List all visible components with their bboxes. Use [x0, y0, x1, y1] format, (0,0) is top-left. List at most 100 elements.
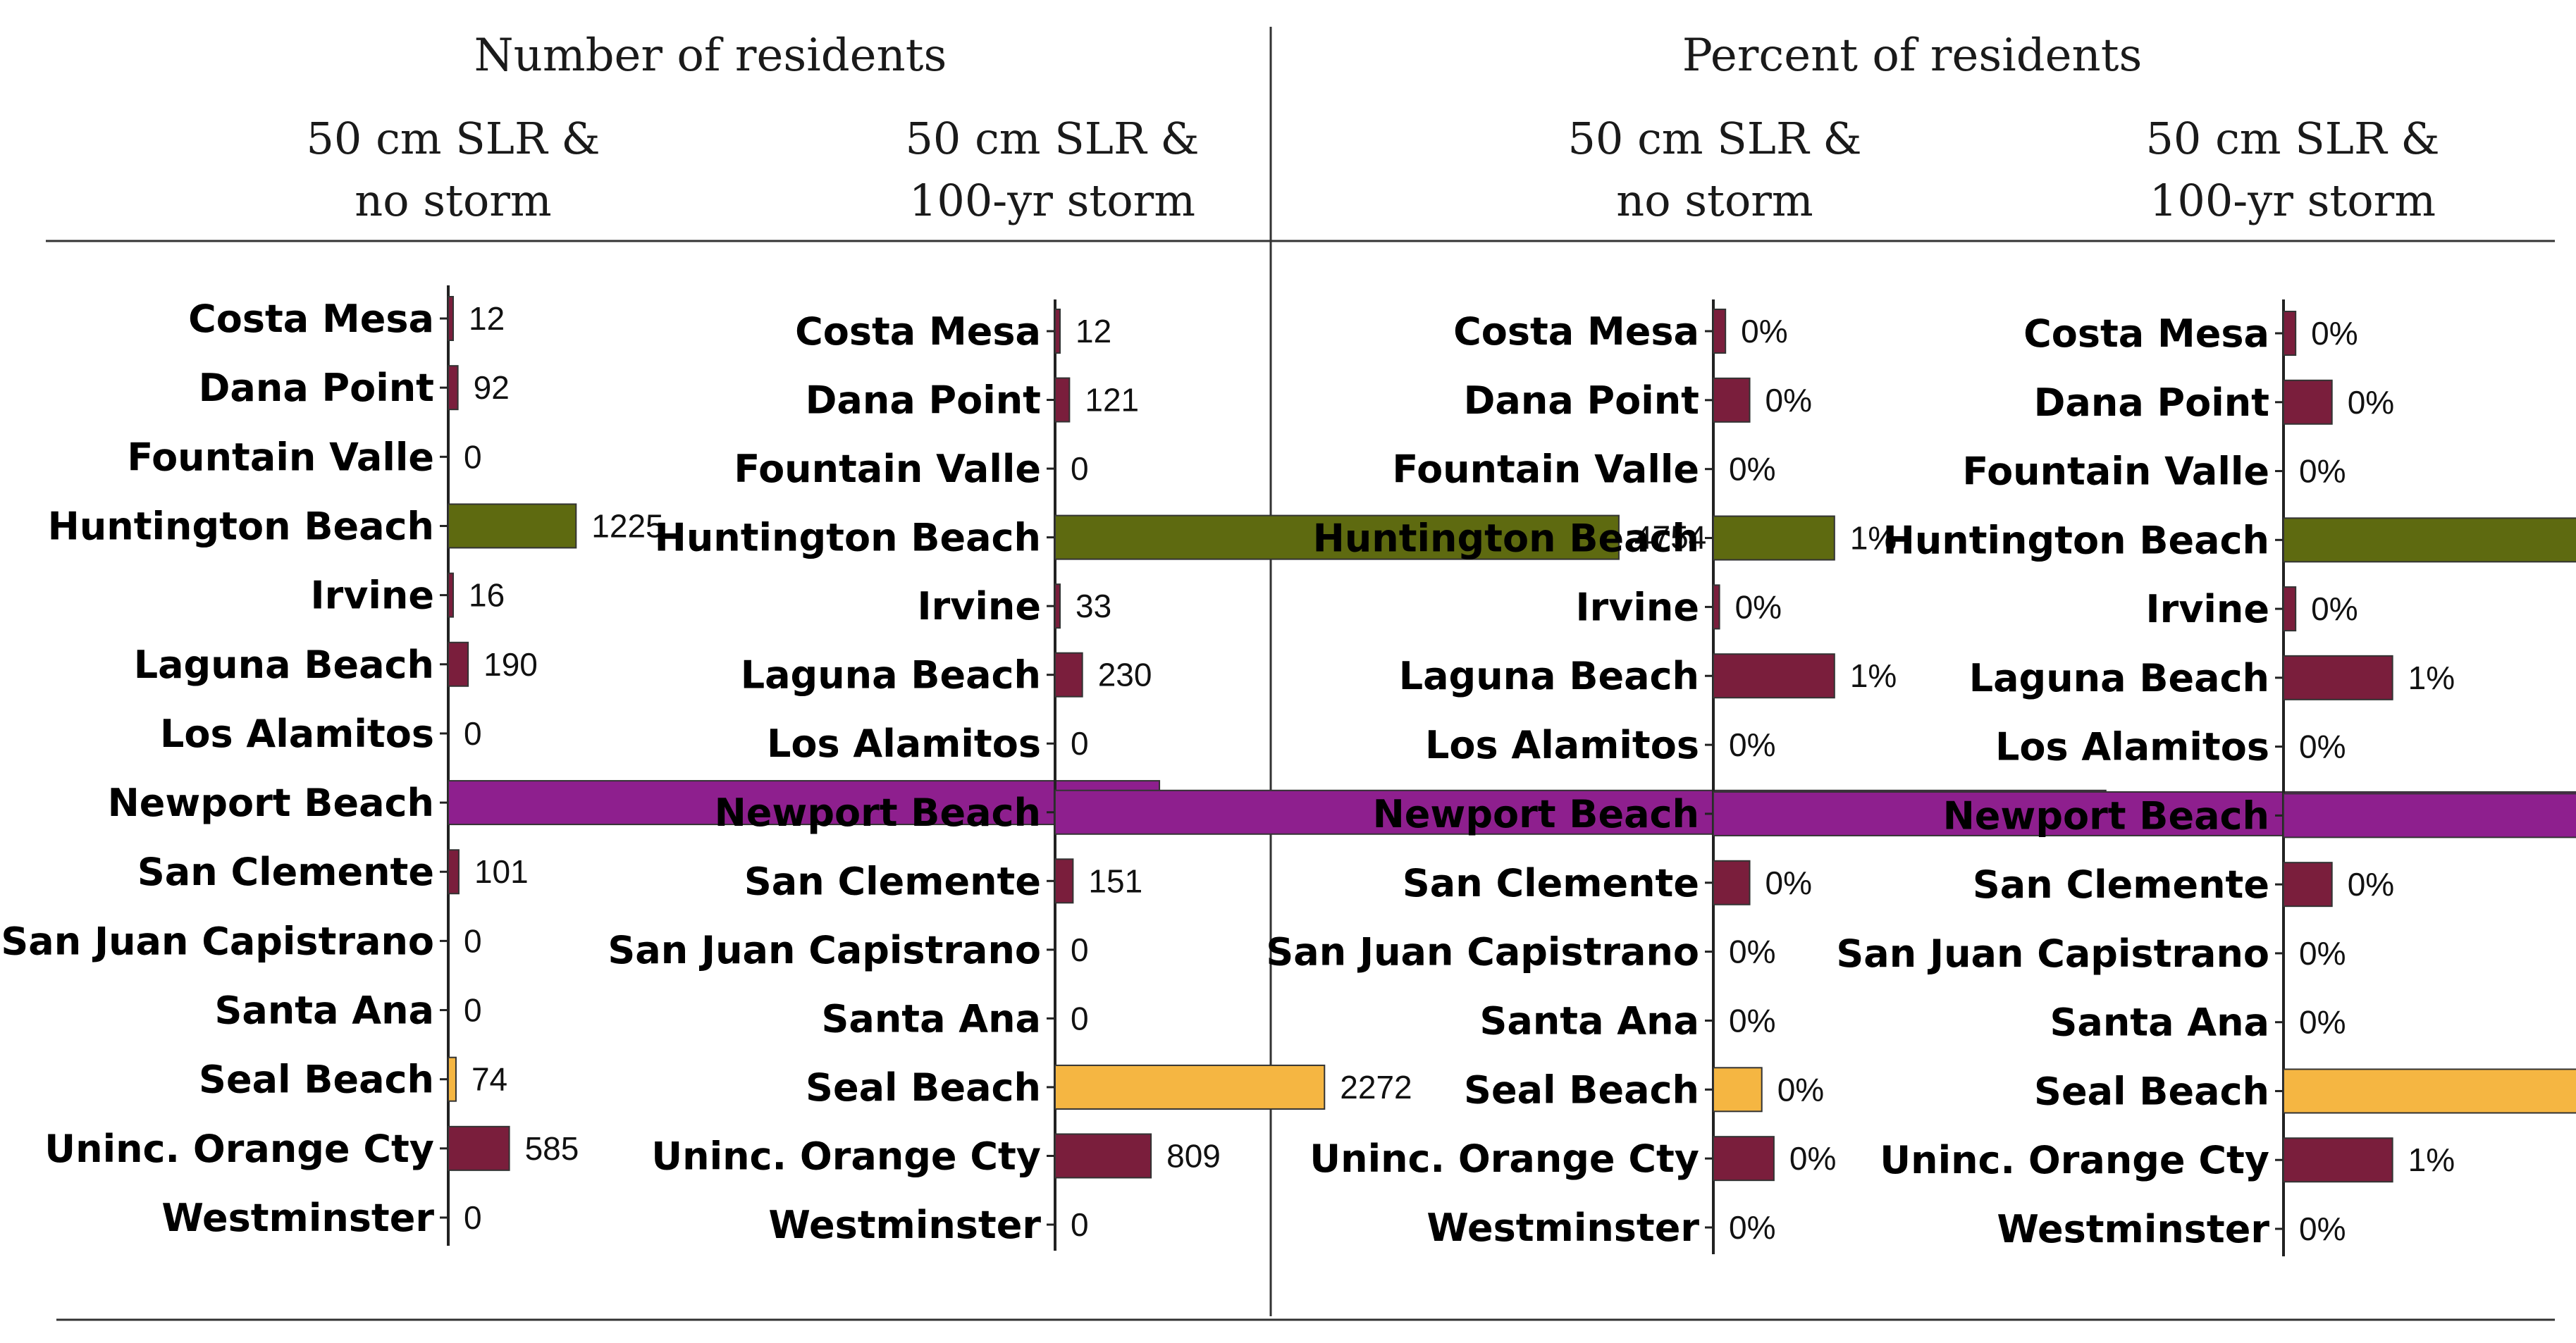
category-label: Costa Mesa	[2023, 311, 2269, 356]
scenario-label-3-line1: 50 cm SLR &	[1567, 113, 1861, 164]
data-label: 230	[1098, 657, 1152, 693]
data-label: 0%	[2311, 590, 2358, 627]
data-label: 0%	[2348, 384, 2394, 421]
scenario-label-2-line2: 100-yr storm	[909, 175, 1195, 226]
category-label: Fountain Valle	[734, 447, 1041, 491]
category-label: Westminster	[1426, 1206, 1699, 1250]
bar	[2283, 1137, 2393, 1183]
data-label: 121	[1085, 382, 1139, 419]
scenario-label-2-line1: 50 cm SLR &	[905, 113, 1199, 164]
category-label: Los Alamitos	[1425, 723, 1699, 767]
category-label: Los Alamitos	[767, 722, 1041, 766]
category-label: Fountain Valle	[127, 435, 434, 479]
scenario-label-1-line1: 50 cm SLR &	[306, 113, 600, 164]
bar	[1054, 514, 1620, 560]
bar	[448, 296, 454, 341]
data-label: 0%	[2299, 729, 2346, 765]
category-label: Seal Beach	[1464, 1067, 1699, 1112]
data-label: 0%	[1729, 1209, 1775, 1246]
data-label: 0	[464, 992, 482, 1029]
category-label: Santa Ana	[1479, 998, 1699, 1043]
category-label: Dana Point	[806, 378, 1041, 423]
category-label: Santa Ana	[2050, 1001, 2269, 1045]
data-label: 0	[464, 922, 482, 959]
category-label: Laguna Beach	[1399, 654, 1699, 698]
bar	[1713, 860, 1751, 905]
data-label: 0	[1071, 450, 1089, 487]
data-label: 809	[1166, 1137, 1221, 1174]
category-label: Seal Beach	[199, 1058, 434, 1102]
category-label: San Juan Capistrano	[1266, 930, 1699, 974]
bar	[1054, 1133, 1152, 1179]
data-label: 33	[1076, 588, 1111, 624]
data-label: 0%	[1777, 1071, 1824, 1108]
data-label: 0%	[1765, 865, 1812, 901]
bar	[448, 1056, 457, 1102]
data-label: 0%	[1765, 382, 1812, 419]
category-label: San Juan Capistrano	[1836, 932, 2269, 976]
scenario-label-1-line2: no storm	[355, 175, 551, 226]
category-label: Seal Beach	[806, 1065, 1041, 1110]
data-label: 0%	[2311, 315, 2358, 352]
bar	[1054, 858, 1074, 904]
category-label: Irvine	[311, 574, 435, 618]
category-label: Costa Mesa	[188, 297, 434, 341]
category-label: Costa Mesa	[795, 309, 1041, 354]
data-label: 2272	[1340, 1069, 1412, 1106]
bar	[448, 1125, 510, 1171]
category-label: Westminster	[768, 1203, 1041, 1247]
category-label: Westminster	[1997, 1207, 2269, 1251]
bar	[1713, 377, 1751, 423]
bar	[1054, 377, 1071, 423]
category-label: Laguna Beach	[134, 643, 434, 687]
bar	[1054, 309, 1061, 354]
bar	[2283, 311, 2297, 356]
category-label: San Juan Capistrano	[608, 928, 1041, 972]
category-label: Huntington Beach	[1313, 516, 1699, 561]
bar	[448, 572, 454, 618]
data-label: 0	[1071, 932, 1089, 968]
bar	[2283, 586, 2297, 632]
bar	[2283, 862, 2333, 908]
category-label: Uninc. Orange Cty	[1309, 1137, 1699, 1181]
data-label: 0%	[1729, 726, 1775, 763]
bar	[1713, 515, 1835, 561]
data-label: 92	[474, 369, 510, 406]
category-label: San Clemente	[1403, 861, 1699, 905]
data-label: 12	[469, 300, 505, 337]
data-label: 0%	[1735, 588, 1782, 625]
bar	[448, 849, 460, 895]
data-label: 0	[464, 438, 482, 475]
data-label: 1%	[1850, 520, 1897, 557]
category-label: Costa Mesa	[1453, 309, 1699, 354]
category-label: Huntington Beach	[1883, 518, 2269, 562]
category-label: Dana Point	[199, 366, 434, 410]
bar	[1054, 652, 1083, 698]
data-label: 0%	[2299, 935, 2346, 972]
data-label: 151	[1088, 862, 1142, 899]
scenario-label-4-line2: 100-yr storm	[2150, 175, 2436, 226]
category-label: Huntington Beach	[655, 516, 1041, 560]
category-label: Newport Beach	[715, 791, 1041, 835]
data-label: 0	[464, 715, 482, 752]
category-label: Irvine	[2146, 587, 2270, 631]
data-label: 16	[469, 577, 505, 614]
bar	[448, 641, 469, 687]
bar-panel-4: Costa Mesa 0% Dana Point 0% Fountain Valle 0%…	[1836, 299, 2576, 1256]
data-label: 74	[472, 1061, 507, 1098]
category-label: Dana Point	[1464, 378, 1699, 423]
bar	[1713, 309, 1727, 354]
data-label: 190	[483, 646, 538, 683]
bar	[448, 503, 577, 549]
category-label: Santa Ana	[214, 989, 434, 1033]
category-label: Uninc. Orange Cty	[651, 1134, 1041, 1178]
data-label: 1%	[2408, 660, 2455, 696]
bar-panel-2: Costa Mesa 12 Dana Point 121 Fountain Valle 0…	[608, 299, 2193, 1251]
category-label: Uninc. Orange Cty	[1880, 1138, 2269, 1182]
category-label: Seal Beach	[2034, 1069, 2269, 1113]
data-label: 0%	[1789, 1140, 1836, 1177]
category-label: Fountain Valle	[1962, 450, 2269, 494]
